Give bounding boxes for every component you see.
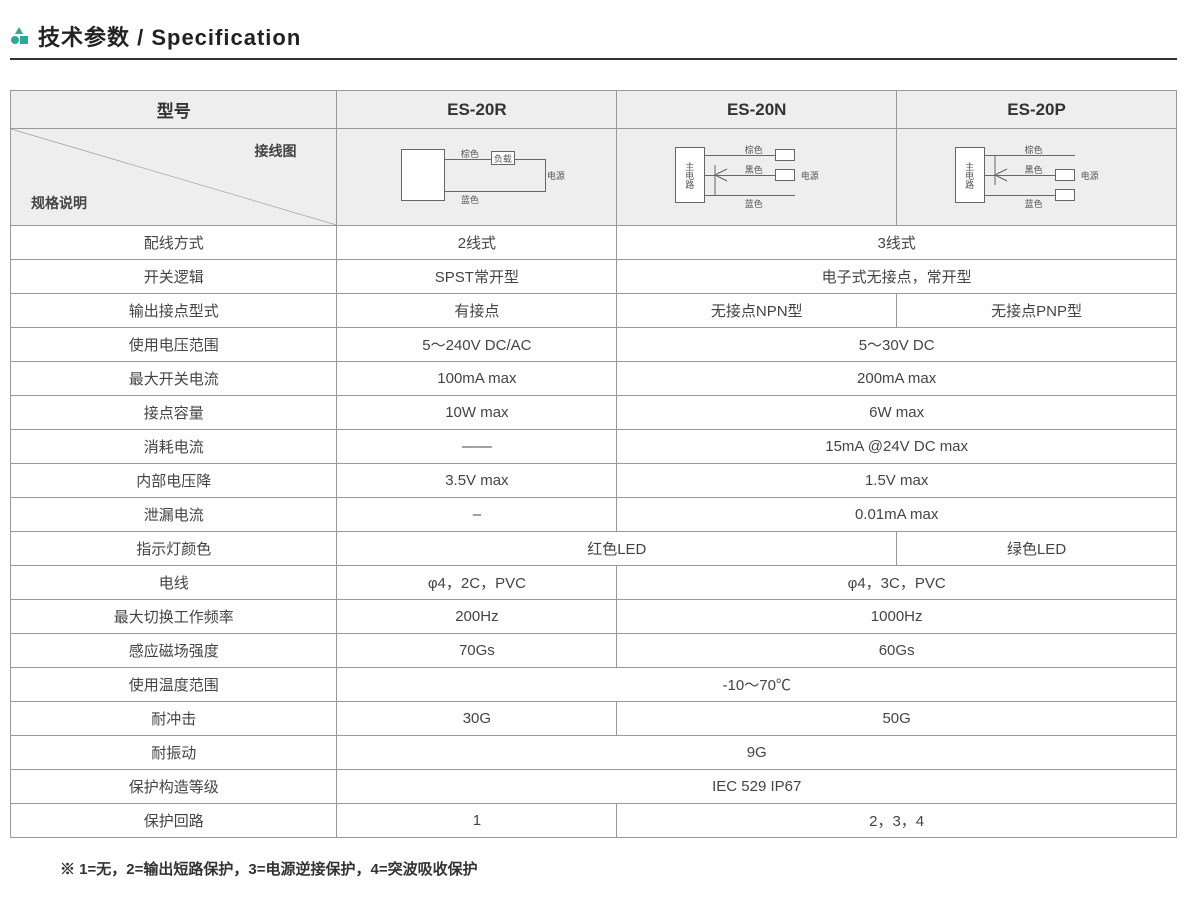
row-label: 配线方式	[11, 226, 337, 260]
spec-value: 50G	[617, 702, 1177, 736]
row-label: 泄漏电流	[11, 498, 337, 532]
spec-value: 100mA max	[337, 362, 617, 396]
row-label: 接点容量	[11, 396, 337, 430]
table-row: 输出接点型式有接点无接点NPN型无接点PNP型	[11, 294, 1177, 328]
header-bullet-icon	[10, 27, 28, 45]
table-row: 配线方式2线式3线式	[11, 226, 1177, 260]
model-label-header: 型号	[11, 91, 337, 129]
table-row: 最大开关电流100mA max200mA max	[11, 362, 1177, 396]
spec-value: 2线式	[337, 226, 617, 260]
row-label: 开关逻辑	[11, 260, 337, 294]
model-col-2: ES-20P	[897, 91, 1177, 129]
spec-value: ——	[337, 430, 617, 464]
row-label: 使用电压范围	[11, 328, 337, 362]
table-row: 使用温度范围-10～70℃	[11, 668, 1177, 702]
spec-value: 无接点NPN型	[617, 294, 897, 328]
row-label: 感应磁场强度	[11, 634, 337, 668]
row-label: 最大切换工作频率	[11, 600, 337, 634]
model-col-1: ES-20N	[617, 91, 897, 129]
spec-value: 3.5V max	[337, 464, 617, 498]
wiring-diagram-row: 接线图 规格说明 棕色 蓝色 负载 电源 主电路	[11, 129, 1177, 226]
table-row: 使用电压范围5～240V DC/AC5～30V DC	[11, 328, 1177, 362]
spec-value: 60Gs	[617, 634, 1177, 668]
table-row: 开关逻辑SPST常开型电子式无接点，常开型	[11, 260, 1177, 294]
spec-value: φ4，3C，PVC	[617, 566, 1177, 600]
row-label: 内部电压降	[11, 464, 337, 498]
table-row: 泄漏电流–0.01mA max	[11, 498, 1177, 532]
spec-value: 200mA max	[617, 362, 1177, 396]
table-row: 感应磁场强度70Gs60Gs	[11, 634, 1177, 668]
table-row: 耐振动9G	[11, 736, 1177, 770]
spec-value: 5～240V DC/AC	[337, 328, 617, 362]
specification-table: 型号 ES-20R ES-20N ES-20P 接线图 规格说明 棕色 蓝色	[10, 90, 1177, 838]
wiring-label: 接线图	[254, 141, 296, 161]
row-label: 使用温度范围	[11, 668, 337, 702]
table-header-row: 型号 ES-20R ES-20N ES-20P	[11, 91, 1177, 129]
spec-value: 200Hz	[337, 600, 617, 634]
table-row: 耐冲击30G50G	[11, 702, 1177, 736]
table-row: 电线φ4，2C，PVCφ4，3C，PVC	[11, 566, 1177, 600]
spec-value: 红色LED	[337, 532, 897, 566]
spec-value: -10～70℃	[337, 668, 1177, 702]
row-label: 指示灯颜色	[11, 532, 337, 566]
table-row: 消耗电流——15mA @24V DC max	[11, 430, 1177, 464]
row-label: 电线	[11, 566, 337, 600]
spec-value: 2，3，4	[617, 804, 1177, 838]
spec-value: SPST常开型	[337, 260, 617, 294]
spec-value: 1.5V max	[617, 464, 1177, 498]
spec-value: 5～30V DC	[617, 328, 1177, 362]
table-row: 指示灯颜色红色LED绿色LED	[11, 532, 1177, 566]
table-row: 保护回路12，3，4	[11, 804, 1177, 838]
spec-value: φ4，2C，PVC	[337, 566, 617, 600]
table-row: 接点容量10W max6W max	[11, 396, 1177, 430]
spec-desc-label: 规格说明	[31, 193, 87, 213]
table-row: 最大切换工作频率200Hz1000Hz	[11, 600, 1177, 634]
model-col-0: ES-20R	[337, 91, 617, 129]
row-label: 保护回路	[11, 804, 337, 838]
wiring-diagram-es20r: 棕色 蓝色 负载 电源	[337, 129, 617, 226]
row-label: 保护构造等级	[11, 770, 337, 804]
row-label: 耐振动	[11, 736, 337, 770]
spec-value: 15mA @24V DC max	[617, 430, 1177, 464]
section-title: 技术参数 / Specification	[38, 20, 301, 52]
row-label: 输出接点型式	[11, 294, 337, 328]
wiring-spec-label-cell: 接线图 规格说明	[11, 129, 337, 226]
spec-value: IEC 529 IP67	[337, 770, 1177, 804]
row-label: 最大开关电流	[11, 362, 337, 396]
table-row: 保护构造等级IEC 529 IP67	[11, 770, 1177, 804]
section-header: 技术参数 / Specification	[10, 20, 1177, 60]
spec-value: –	[337, 498, 617, 532]
spec-value: 1000Hz	[617, 600, 1177, 634]
footnote: ※ 1=无，2=输出短路保护，3=电源逆接保护，4=突波吸收保护	[10, 858, 1177, 879]
spec-value: 无接点PNP型	[897, 294, 1177, 328]
spec-value: 1	[337, 804, 617, 838]
spec-value: 0.01mA max	[617, 498, 1177, 532]
spec-value: 70Gs	[337, 634, 617, 668]
wiring-diagram-es20p: 主电路 棕色 黑色 蓝色 电源	[897, 129, 1177, 226]
spec-value: 9G	[337, 736, 1177, 770]
spec-value: 有接点	[337, 294, 617, 328]
table-row: 内部电压降3.5V max1.5V max	[11, 464, 1177, 498]
spec-value: 10W max	[337, 396, 617, 430]
spec-value: 绿色LED	[897, 532, 1177, 566]
row-label: 消耗电流	[11, 430, 337, 464]
spec-value: 6W max	[617, 396, 1177, 430]
spec-value: 电子式无接点，常开型	[617, 260, 1177, 294]
row-label: 耐冲击	[11, 702, 337, 736]
spec-value: 3线式	[617, 226, 1177, 260]
spec-value: 30G	[337, 702, 617, 736]
wiring-diagram-es20n: 主电路 棕色 黑色 蓝色 电源	[617, 129, 897, 226]
